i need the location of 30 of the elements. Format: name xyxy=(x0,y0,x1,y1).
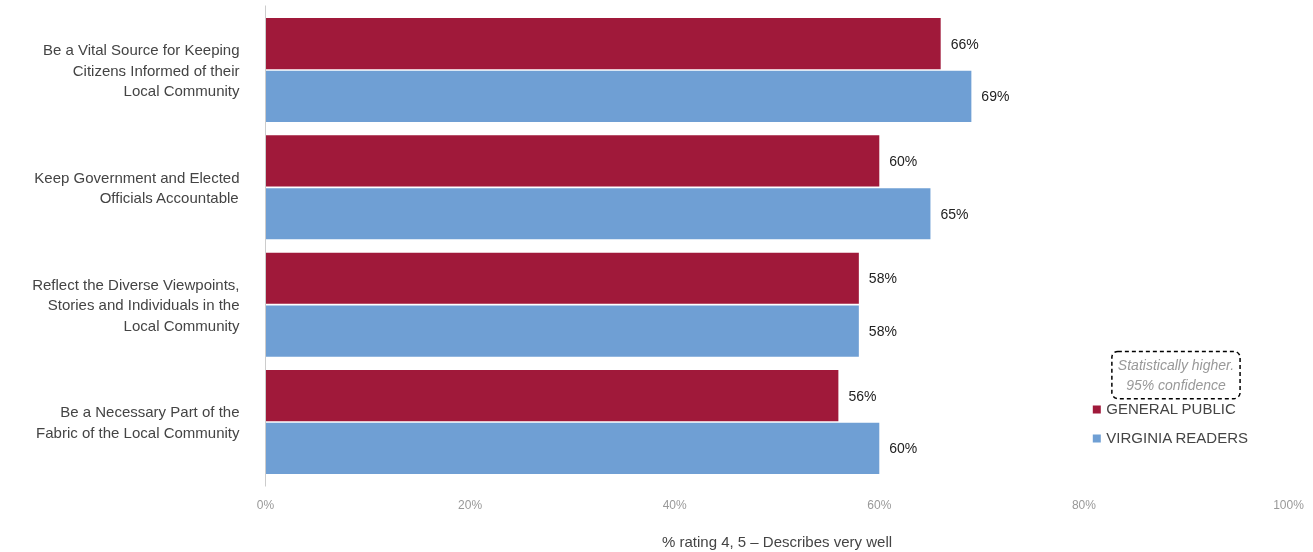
legend-label: VIRGINIA READERS xyxy=(1106,429,1248,446)
x-tick-label: 80% xyxy=(1071,497,1097,512)
y-tick-label: Keep Government and Elected Officials Accountable xyxy=(34,168,240,207)
data-label: 60% xyxy=(889,152,918,169)
data-label: 66% xyxy=(950,35,979,52)
y-tick-label: Be a Necessary Part of the Fabric of the Local Community xyxy=(36,403,240,441)
y-tick-label: Reflect the Diverse Viewpoints, Stories and Individuals in the Local Community xyxy=(32,275,240,334)
bar xyxy=(265,369,839,422)
data-label: 69% xyxy=(981,88,1010,105)
bar xyxy=(265,252,859,304)
bar xyxy=(265,18,941,70)
x-tick-label: 40% xyxy=(662,497,688,512)
x-tick-label: 20% xyxy=(458,497,483,512)
x-axis-title: % rating 4, 5 – Describes very well xyxy=(661,532,893,550)
x-tick-label: 60% xyxy=(867,497,892,512)
data-label: 60% xyxy=(889,440,918,457)
bar xyxy=(265,422,880,474)
bar xyxy=(265,70,972,123)
legend-label: GENERAL PUBLIC xyxy=(1106,400,1236,417)
data-label: 56% xyxy=(848,387,877,404)
data-label: 58% xyxy=(868,270,897,287)
x-tick-label: 100% xyxy=(1273,497,1305,512)
x-tick-label: 0% xyxy=(256,497,275,512)
annotation: Statistically higher. 95% confidence xyxy=(1117,357,1235,393)
bar xyxy=(265,188,931,240)
y-tick-label: Be a Vital Source for Keeping Citizens Informed of their Local Community xyxy=(42,41,240,99)
bar xyxy=(265,135,880,187)
bar xyxy=(265,305,859,357)
data-label: 65% xyxy=(940,205,969,222)
data-label: 58% xyxy=(868,323,897,340)
